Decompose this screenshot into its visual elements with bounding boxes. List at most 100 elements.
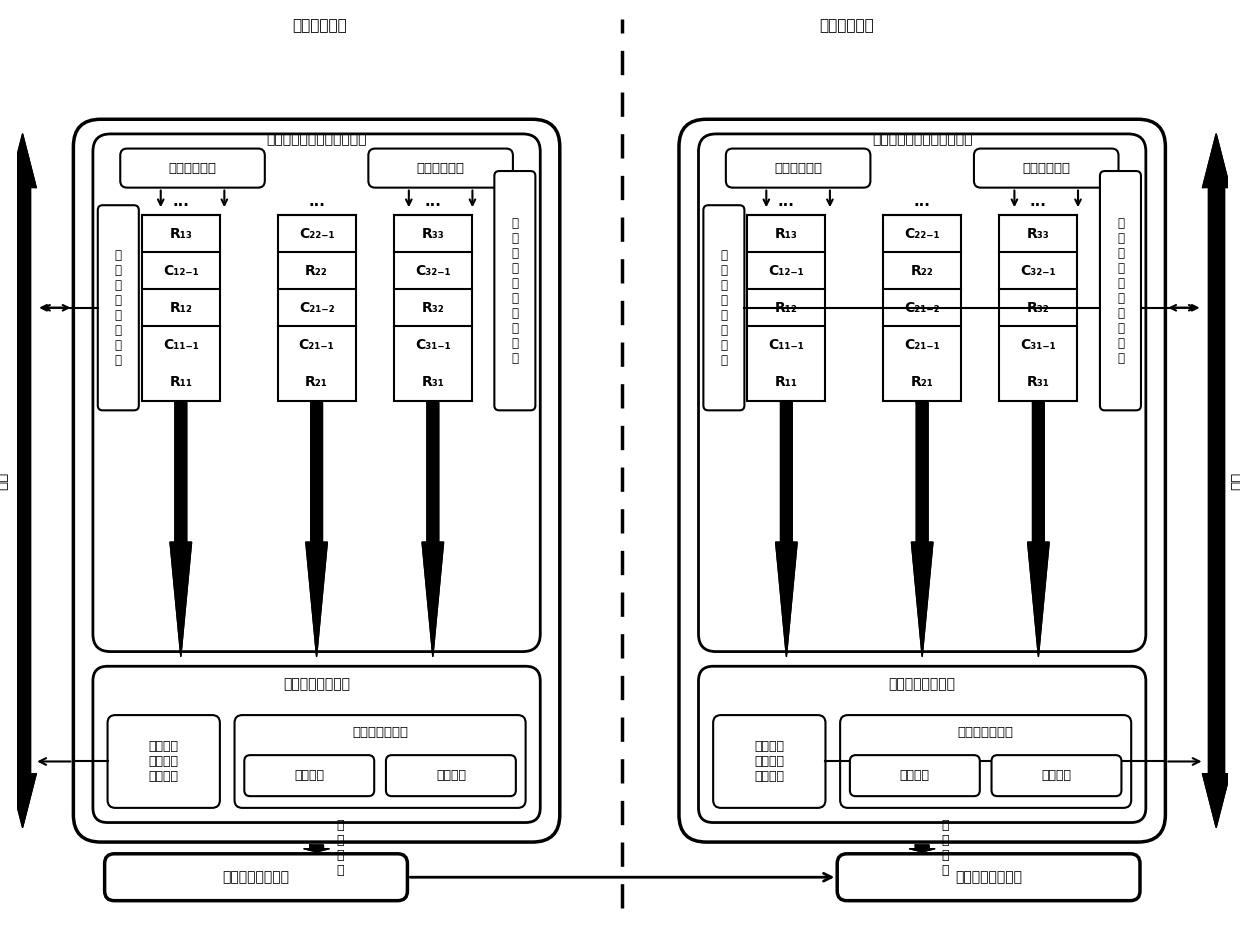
FancyBboxPatch shape (104, 854, 408, 900)
Bar (141, 215, 219, 400)
Bar (883, 215, 961, 400)
FancyBboxPatch shape (495, 171, 536, 411)
Text: C₁₂₋₁: C₁₂₋₁ (162, 264, 198, 278)
Text: 第二数据通信单元: 第二数据通信单元 (889, 676, 956, 690)
Text: C₃₁₋₁: C₃₁₋₁ (415, 338, 450, 352)
Text: R₃₁: R₃₁ (422, 375, 444, 389)
Text: R₃₁: R₃₁ (1027, 375, 1050, 389)
Polygon shape (306, 402, 327, 657)
Text: 接收接口: 接收接口 (1042, 769, 1071, 782)
Text: C₂₁₋₁: C₂₁₋₁ (299, 338, 335, 352)
Text: R₁₃: R₁₃ (775, 227, 797, 241)
Polygon shape (304, 845, 330, 852)
Polygon shape (15, 188, 31, 773)
FancyBboxPatch shape (713, 715, 826, 808)
Text: 第一数据通信单元: 第一数据通信单元 (283, 676, 350, 690)
FancyBboxPatch shape (108, 715, 219, 808)
Text: 第
二
内
存
注
册
单
元: 第 二 内 存 注 册 单 元 (720, 249, 728, 367)
FancyBboxPatch shape (244, 755, 374, 796)
Text: 发送接口: 发送接口 (900, 769, 930, 782)
Text: C₁₂₋₁: C₁₂₋₁ (769, 264, 805, 278)
Text: 总线: 总线 (0, 471, 9, 490)
Text: R₃₃: R₃₃ (1027, 227, 1050, 241)
FancyBboxPatch shape (849, 755, 980, 796)
Text: ···: ··· (309, 198, 325, 213)
Text: R₂₁: R₂₁ (910, 375, 934, 389)
FancyBboxPatch shape (841, 715, 1131, 808)
Text: 接收接口: 接收接口 (436, 769, 466, 782)
Polygon shape (9, 134, 36, 188)
Text: 回调任务单元: 回调任务单元 (1022, 161, 1070, 174)
FancyBboxPatch shape (973, 148, 1118, 188)
FancyBboxPatch shape (703, 205, 744, 411)
Text: C₃₂₋₁: C₃₂₋₁ (415, 264, 450, 278)
Text: R₃₂: R₃₂ (1027, 300, 1050, 314)
FancyBboxPatch shape (725, 148, 870, 188)
FancyBboxPatch shape (386, 755, 516, 796)
Text: ···: ··· (914, 198, 930, 213)
FancyBboxPatch shape (698, 134, 1146, 651)
Text: C₂₂₋₁: C₂₂₋₁ (299, 227, 335, 241)
Polygon shape (776, 402, 797, 657)
FancyBboxPatch shape (368, 148, 513, 188)
Polygon shape (1203, 773, 1230, 828)
Text: R₁₂: R₁₂ (775, 300, 797, 314)
Text: 第一远程
直接数据
存取单元: 第一远程 直接数据 存取单元 (149, 740, 179, 783)
Polygon shape (1028, 402, 1049, 657)
Bar (278, 215, 356, 400)
Text: 数据读取单元: 数据读取单元 (169, 161, 217, 174)
FancyBboxPatch shape (992, 755, 1121, 796)
Text: ···: ··· (1030, 198, 1047, 213)
Text: C₂₂₋₁: C₂₂₋₁ (904, 227, 940, 241)
Text: R₃₂: R₃₂ (422, 300, 444, 314)
Text: R₂₂: R₂₂ (305, 264, 327, 278)
Text: 第
一
内
存
注
册
单
元: 第 一 内 存 注 册 单 元 (115, 249, 122, 367)
FancyBboxPatch shape (680, 119, 1166, 842)
Text: 第一数据搬运请求汇集组件: 第一数据搬运请求汇集组件 (267, 132, 367, 146)
Polygon shape (911, 402, 932, 657)
FancyBboxPatch shape (1100, 171, 1141, 411)
Text: ···: ··· (172, 198, 190, 213)
Text: 发送接口: 发送接口 (294, 769, 324, 782)
Text: 第一套接字单元: 第一套接字单元 (352, 726, 408, 739)
Text: ···: ··· (424, 198, 441, 213)
Polygon shape (422, 402, 444, 657)
Polygon shape (170, 402, 191, 657)
Text: 请
求
描
述
队
列
管
理
单
元: 请 求 描 述 队 列 管 理 单 元 (1117, 216, 1123, 365)
Polygon shape (9, 773, 36, 828)
FancyBboxPatch shape (93, 134, 541, 651)
Text: 第二套接字单元: 第二套接字单元 (957, 726, 1013, 739)
FancyBboxPatch shape (98, 205, 139, 411)
Text: C₁₁₋₁: C₁₁₋₁ (162, 338, 198, 352)
Bar (748, 215, 826, 400)
Text: 数
据
传
输: 数 据 传 输 (941, 819, 949, 877)
FancyBboxPatch shape (73, 119, 559, 842)
Text: R₃₃: R₃₃ (422, 227, 444, 241)
Text: 第二数据搬运请求汇集组件: 第二数据搬运请求汇集组件 (872, 132, 972, 146)
Bar (394, 215, 472, 400)
Text: R₁₁: R₁₁ (775, 375, 797, 389)
Text: C₂₁₋₁: C₂₁₋₁ (904, 338, 940, 352)
FancyBboxPatch shape (698, 666, 1146, 823)
Text: C₃₂₋₁: C₃₂₋₁ (1021, 264, 1056, 278)
Text: R₂₂: R₂₂ (911, 264, 934, 278)
Text: R₁₃: R₁₃ (170, 227, 192, 241)
Text: 请
求
描
述
队
列
管
理
单
元: 请 求 描 述 队 列 管 理 单 元 (511, 216, 518, 365)
Text: 回调任务单元: 回调任务单元 (417, 161, 465, 174)
Text: 数
据
传
输: 数 据 传 输 (336, 819, 343, 877)
Text: C₂₁₋₂: C₂₁₋₂ (299, 300, 335, 314)
Bar (999, 215, 1078, 400)
Text: R₁₂: R₁₂ (170, 300, 192, 314)
FancyBboxPatch shape (120, 148, 265, 188)
Polygon shape (909, 845, 935, 852)
Text: 总线: 总线 (1230, 471, 1240, 490)
Text: C₃₁₋₁: C₃₁₋₁ (1021, 338, 1056, 352)
FancyBboxPatch shape (93, 666, 541, 823)
Text: 第二网络通信组件: 第二网络通信组件 (955, 870, 1022, 884)
Text: R₂₁: R₂₁ (305, 375, 329, 389)
Text: 第二远程
直接数据
存取单元: 第二远程 直接数据 存取单元 (754, 740, 785, 783)
Text: C₁₁₋₁: C₁₁₋₁ (769, 338, 805, 352)
Text: 第一计算设备: 第一计算设备 (293, 18, 347, 33)
Text: 第二计算设备: 第二计算设备 (820, 18, 874, 33)
Text: 数据读取单元: 数据读取单元 (774, 161, 822, 174)
